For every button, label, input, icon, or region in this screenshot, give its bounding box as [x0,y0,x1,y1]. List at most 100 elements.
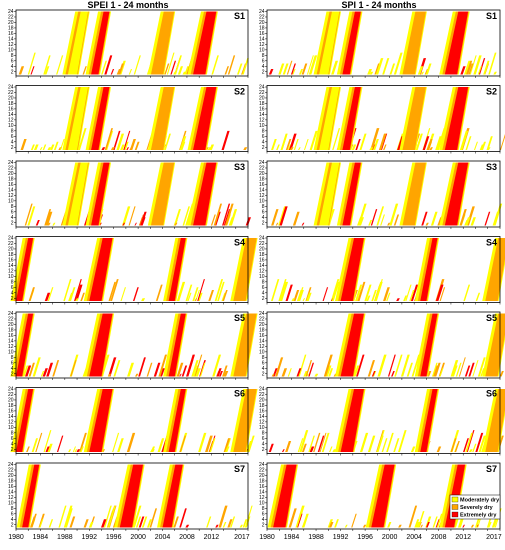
drought-streak [393,438,400,452]
y-tick-label: 20 [8,247,14,253]
drought-event-band [153,162,174,226]
y-tick-label: 4 [262,64,265,70]
y-tick-label: 14 [8,339,14,345]
drought-event-band [67,87,89,150]
drought-streak [281,368,288,377]
y-tick-label: 4 [11,441,14,447]
y-tick-label: 22 [8,317,14,323]
drought-event-band [340,238,364,301]
drought-streak [499,134,505,150]
drought-streak [35,220,40,226]
drought-streak [376,206,385,226]
drought-streak [436,513,443,528]
y-tick-label: 22 [259,392,265,398]
y-tick-label: 18 [8,177,14,183]
drought-streak [301,63,308,75]
drought-streak [187,292,192,301]
drought-streak [88,522,94,528]
drought-streak [141,516,148,528]
drought-streak [389,203,399,226]
drought-streak [362,524,367,528]
drought-streak [329,446,333,452]
drought-streak [179,136,187,150]
y-tick-label: 16 [259,333,265,339]
drought-streak [279,281,289,301]
drought-event-band [444,87,469,150]
y-tick-label: 22 [259,241,265,247]
drought-streak [375,279,383,301]
drought-streak [492,211,499,226]
drought-streak [147,519,152,528]
drought-marks [268,389,505,452]
x-tick-label: 2000 [130,534,146,541]
drought-streak [393,52,403,75]
drought-event-band [340,313,364,377]
y-tick-label: 16 [259,484,265,490]
y-tick-label: 10 [259,123,265,129]
drought-streak [305,287,312,301]
x-tick-label: 1980 [259,534,275,541]
drought-streak [194,354,203,377]
y-tick-label: 14 [8,490,14,496]
drought-streak [223,438,231,452]
y-tick-label: 12 [259,269,265,275]
drought-streak [278,279,287,301]
drought-streak [328,522,334,528]
drought-streak [483,60,490,75]
y-tick-label: 4 [11,139,14,145]
drought-streak [141,298,146,301]
drought-streak [306,292,312,301]
drought-streak [331,281,340,301]
y-tick-label: 22 [8,241,14,247]
y-tick-label: 2 [11,145,14,151]
y-tick-label: 20 [259,473,265,479]
panel-frame [266,236,501,303]
y-tick-label: 16 [259,31,265,37]
drought-streak [127,362,135,377]
drought-streak [477,357,486,377]
y-tick-label: 18 [259,26,265,32]
y-tick-label: 14 [259,188,265,194]
drought-streak [370,128,380,150]
drought-streak [287,368,292,377]
drought-streak [80,446,84,452]
drought-streak [386,292,391,301]
y-tick-label: 22 [8,166,14,172]
y-tick-label: 20 [8,171,14,177]
drought-streak [429,147,433,150]
panel-label-s5: S5 [234,313,245,323]
y-tick-label: 12 [8,42,14,48]
panel-frame [15,311,249,379]
drought-streak [30,513,37,528]
panel-label-s2: S2 [234,87,245,97]
y-tick-label: 2 [262,522,265,528]
drought-event-band [319,87,340,150]
drought-streak [278,63,285,75]
drought-streak [133,55,141,75]
drought-streak [468,449,473,452]
drought-streak [122,222,126,226]
y-tick-label: 14 [259,37,265,43]
drought-streak [24,365,32,377]
y-tick-label: 18 [8,479,14,485]
drought-streak [435,284,444,301]
y-tick-label: 2 [11,296,14,302]
drought-streak [128,69,133,75]
drought-streak [74,279,82,301]
y-tick-label: 10 [259,48,265,54]
y-tick-label: 24 [259,85,265,91]
drought-streak [268,69,274,75]
drought-streak [292,69,296,75]
drought-streak [158,354,168,377]
drought-streak [126,432,136,452]
drought-streak [375,58,384,75]
legend-box [449,494,501,520]
y-tick-label: 6 [262,436,265,442]
drought-streak [309,71,313,75]
drought-streak [239,524,243,528]
y-tick-label: 14 [8,112,14,118]
y-tick-label: 6 [262,59,265,65]
